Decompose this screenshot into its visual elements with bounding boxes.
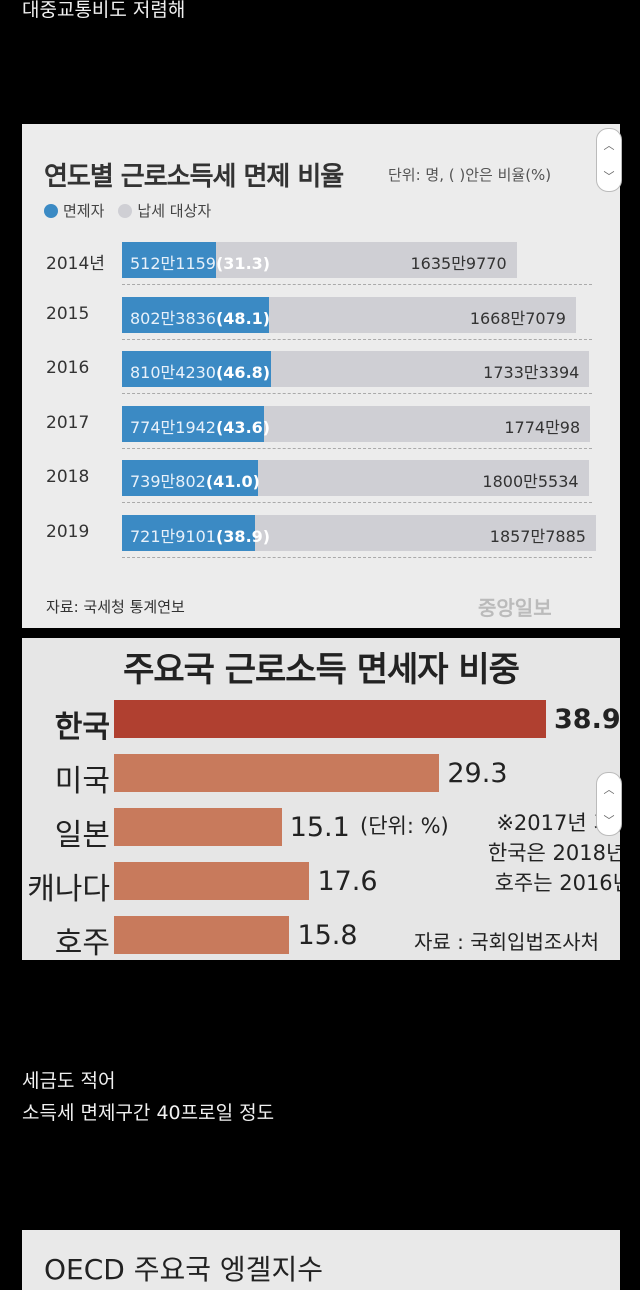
country-label: 호주: [54, 926, 110, 960]
engel-index-chart-image[interactable]: OECD 주요국 엥겔지수: [22, 1230, 620, 1290]
chart2-title: 주요국 근로소득 면세자 비중: [123, 650, 520, 690]
taxpayer-value-label: 1774만98: [504, 417, 581, 437]
legend-exempt: 면제자: [44, 200, 104, 221]
country-label: 미국: [54, 764, 110, 799]
country-value: 38.9: [554, 704, 620, 735]
year-label: 2019: [46, 522, 90, 542]
post-text-top: 대중교통비도 저렴해: [22, 0, 186, 21]
year-label: 2015: [46, 303, 90, 324]
chart2-row-2: 일본 15.1: [22, 806, 620, 853]
taxpayer-value-label: 1668만7079: [469, 308, 566, 328]
image-scroll-control-2[interactable]: ︿ ﹀: [596, 772, 622, 836]
country-value: 17.6: [317, 866, 378, 897]
exempt-bar: [122, 460, 258, 497]
country-label: 일본: [54, 818, 110, 853]
income-tax-exempt-share-chart-image[interactable]: 주요국 근로소득 면세자 비중 한국 38.9 미국 29.3 일본 15.1 캐나다 17.…: [22, 638, 620, 960]
exempt-value-label: 774만1942(43.6): [130, 417, 271, 437]
chart-title: 연도별 근로소득세 면제 비율: [44, 162, 344, 192]
exempt-bar: [122, 242, 217, 278]
chart2-row-0: 한국 38.9: [22, 698, 620, 745]
chart-row-2: 2016 810만4230(46.8) 1733만3394: [22, 343, 620, 397]
country-bar: [114, 916, 290, 954]
chart-unit-note: 단위: 명, ( )안은 비율(%): [388, 166, 552, 184]
country-bar: [114, 862, 310, 900]
legend-taxpayer: 납세 대상자: [118, 200, 211, 221]
row-divider: [122, 284, 592, 285]
exempt-value-label: 810만4230(46.8): [130, 363, 271, 383]
taxpayer-value-label: 1857만7885: [489, 527, 586, 546]
exempt-value-label: 739만802(41.0): [130, 472, 260, 492]
exempt-value-label: 802만3836(48.1): [130, 308, 271, 328]
chart2-row-1: 미국 29.3: [22, 752, 620, 799]
exempt-bar: [122, 515, 255, 551]
chart-row-4: 2018 739만802(41.0) 1800만5534: [22, 452, 620, 506]
joongang-logo: 중앙일보: [478, 596, 552, 620]
exemption-ratio-chart-image[interactable]: 연도별 근로소득세 면제 비율 단위: 명, ( )안은 비율(%) 면제자 납…: [22, 124, 620, 628]
country-value: 15.8: [297, 920, 358, 951]
taxpayer-value-label: 1800만5534: [482, 472, 579, 492]
taxpayer-value-label: 1733만3394: [483, 363, 580, 383]
chart2-row-4: 호주 15.8: [22, 914, 620, 960]
country-value: 15.1: [289, 812, 350, 843]
row-divider: [122, 338, 592, 340]
chart-row-5: 2019 721만9101(38.9) 1857만7885: [22, 507, 620, 561]
exempt-bar: [122, 405, 265, 442]
chevron-down-icon[interactable]: ﹀: [603, 813, 615, 827]
row-divider: [122, 393, 592, 395]
year-label: 2017: [46, 412, 90, 433]
chart-row-1: 2015 802만3836(48.1) 1668만7079: [22, 289, 620, 343]
chart2-row-3: 캐나다 17.6: [22, 860, 620, 907]
year-label: 2016: [46, 358, 90, 379]
exempt-bar: [122, 296, 270, 333]
exempt-value-label: 721만9101(38.9): [130, 527, 271, 546]
exempt-bar: [122, 351, 271, 388]
chart-row-3: 2017 774만1942(43.6) 1774만98: [22, 398, 620, 452]
year-label: 2018: [46, 467, 90, 488]
post-text-mid-2: 소득세 면제구간 40프로일 정도: [22, 1102, 275, 1124]
row-divider: [122, 447, 592, 449]
chart-row-0: 2014년 512만1159(31.3) 1635만9770: [22, 234, 620, 288]
image-scroll-control[interactable]: ︿ ﹀: [596, 128, 622, 192]
country-bar: [114, 808, 282, 846]
post-text-mid-1: 세금도 적어: [22, 1070, 116, 1092]
chevron-up-icon[interactable]: ︿: [603, 782, 615, 796]
taxpayer-value-label: 1635만9770: [410, 254, 507, 273]
chevron-down-icon[interactable]: ﹀: [603, 169, 615, 183]
chart2-unit: (단위: %): [360, 814, 449, 838]
row-divider: [122, 502, 592, 504]
country-value: 29.3: [447, 758, 508, 789]
chevron-up-icon[interactable]: ︿: [603, 138, 615, 152]
chart3-title: OECD 주요국 엥겔지수: [44, 1253, 323, 1286]
country-bar: [114, 754, 440, 792]
country-bar: [114, 700, 546, 738]
row-divider: [122, 557, 592, 558]
country-label: 한국: [54, 710, 110, 745]
year-label: 2014년: [46, 254, 105, 274]
chart2-source: 자료 : 국회입법조사처: [414, 930, 600, 954]
chart-legend: 면제자 납세 대상자: [44, 200, 211, 221]
country-label: 캐나다: [27, 872, 110, 907]
exempt-value-label: 512만1159(31.3): [130, 254, 271, 273]
chart-source: 자료: 국세청 통계연보: [46, 598, 185, 616]
